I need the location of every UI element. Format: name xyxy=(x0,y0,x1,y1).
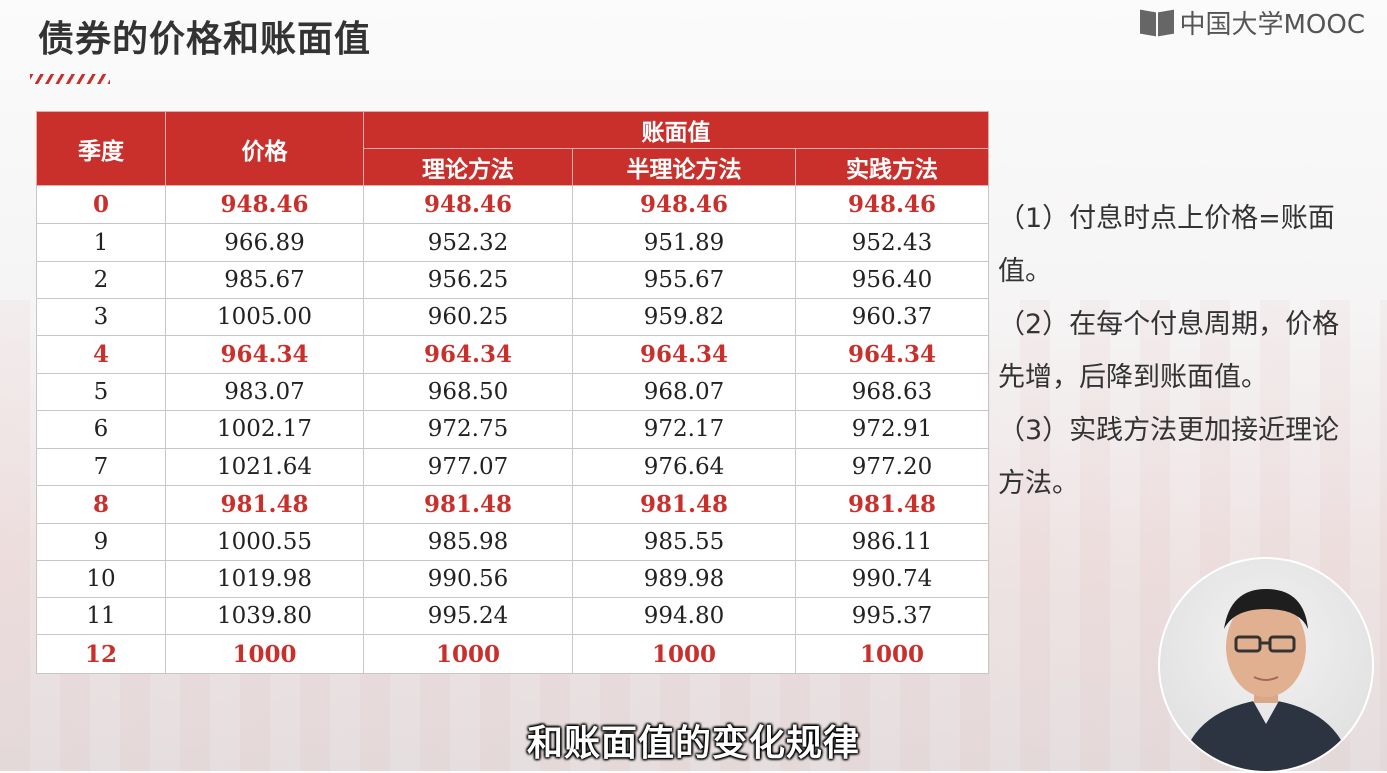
cell-q: 3 xyxy=(36,297,166,336)
cell-q: 6 xyxy=(36,410,166,449)
cell-q: 12 xyxy=(36,634,166,674)
cell-price: 966.89 xyxy=(165,223,364,262)
cell-semi: 951.89 xyxy=(572,223,796,262)
presenter-video xyxy=(1158,557,1374,773)
note-1: （1）付息时点上价格=账面值。 xyxy=(998,203,1335,287)
cell-semi: 985.55 xyxy=(572,523,796,562)
table-row: 7 1021.64 977.07 976.64 977.20 xyxy=(36,447,989,486)
cell-price: 985.67 xyxy=(165,260,364,299)
cell-theory: 985.98 xyxy=(363,523,573,562)
table-row: 11 1039.80 995.24 994.80 995.37 xyxy=(36,597,989,636)
header-theory: 理论方法 xyxy=(363,148,573,186)
cell-practice: 960.37 xyxy=(795,297,989,336)
cell-practice: 995.37 xyxy=(795,597,989,636)
note-3: （3）实践方法更加接近理论方法。 xyxy=(998,415,1340,499)
cell-price: 1019.98 xyxy=(165,560,364,599)
cell-semi: 994.80 xyxy=(572,597,796,636)
table-row: 0 948.46 948.46 948.46 948.46 xyxy=(36,184,989,225)
header-semi-theory: 半理论方法 xyxy=(572,148,796,186)
cell-price: 1005.00 xyxy=(165,297,364,336)
title-decoration xyxy=(30,74,110,84)
cell-price: 1000 xyxy=(165,634,364,674)
cell-semi: 981.48 xyxy=(572,484,796,525)
cell-practice: 986.11 xyxy=(795,523,989,562)
cell-semi: 955.67 xyxy=(572,260,796,299)
header-quarter: 季度 xyxy=(36,111,166,186)
cell-theory: 1000 xyxy=(363,634,573,674)
cell-semi: 1000 xyxy=(572,634,796,674)
video-subtitle: 和账面值的变化规律 xyxy=(526,723,860,764)
cell-semi: 948.46 xyxy=(572,184,796,225)
table-row: 2 985.67 956.25 955.67 956.40 xyxy=(36,260,989,299)
cell-q: 0 xyxy=(36,184,166,225)
table-row: 10 1019.98 990.56 989.98 990.74 xyxy=(36,560,989,599)
cell-q: 8 xyxy=(36,484,166,525)
table-row: 6 1002.17 972.75 972.17 972.91 xyxy=(36,410,989,449)
cell-q: 10 xyxy=(36,560,166,599)
cell-semi: 968.07 xyxy=(572,373,796,412)
note-2: （2）在每个付息周期，价格先增，后降到账面值。 xyxy=(998,309,1340,393)
logo-text: 中国大学MOOC xyxy=(1179,10,1365,40)
cell-q: 5 xyxy=(36,373,166,412)
cell-theory: 977.07 xyxy=(363,447,573,486)
cell-practice: 956.40 xyxy=(795,260,989,299)
table-row: 12 1000 1000 1000 1000 xyxy=(36,634,989,674)
cell-practice: 977.20 xyxy=(795,447,989,486)
cell-price: 1039.80 xyxy=(165,597,364,636)
table-row: 1 966.89 952.32 951.89 952.43 xyxy=(36,223,989,262)
cell-q: 1 xyxy=(36,223,166,262)
cell-q: 2 xyxy=(36,260,166,299)
cell-price: 1021.64 xyxy=(165,447,364,486)
table-row: 5 983.07 968.50 968.07 968.63 xyxy=(36,373,989,412)
cell-practice: 968.63 xyxy=(795,373,989,412)
table-body: 0 948.46 948.46 948.46 948.46 1 966.89 952.32 95… xyxy=(36,184,989,674)
header-book-value: 账面值 xyxy=(363,111,989,149)
cell-practice: 948.46 xyxy=(795,184,989,225)
table-row: 9 1000.55 985.98 985.55 986.11 xyxy=(36,523,989,562)
table-row: 3 1005.00 960.25 959.82 960.37 xyxy=(36,297,989,336)
cell-theory: 964.34 xyxy=(363,334,573,375)
cell-price: 1002.17 xyxy=(165,410,364,449)
cell-practice: 964.34 xyxy=(795,334,989,375)
cell-price: 964.34 xyxy=(165,334,364,375)
book-icon xyxy=(1139,9,1175,37)
cell-theory: 995.24 xyxy=(363,597,573,636)
cell-q: 11 xyxy=(36,597,166,636)
header-practice: 实践方法 xyxy=(795,148,989,186)
page-title: 债券的价格和账面值 xyxy=(38,19,372,60)
cell-theory: 960.25 xyxy=(363,297,573,336)
cell-practice: 990.74 xyxy=(795,560,989,599)
cell-semi: 989.98 xyxy=(572,560,796,599)
cell-practice: 1000 xyxy=(795,634,989,674)
cell-price: 1000.55 xyxy=(165,523,364,562)
cell-q: 7 xyxy=(36,447,166,486)
cell-practice: 972.91 xyxy=(795,410,989,449)
bond-value-table: 季度 价格 账面值 理论方法 半理论方法 实践方法 0 948.46 948.46 9… xyxy=(36,111,989,674)
cell-practice: 952.43 xyxy=(795,223,989,262)
cell-theory: 952.32 xyxy=(363,223,573,262)
cell-semi: 959.82 xyxy=(572,297,796,336)
cell-semi: 964.34 xyxy=(572,334,796,375)
presenter-avatar-icon xyxy=(1180,589,1352,771)
cell-q: 4 xyxy=(36,334,166,375)
cell-semi: 972.17 xyxy=(572,410,796,449)
cell-price: 981.48 xyxy=(165,484,364,525)
cell-theory: 968.50 xyxy=(363,373,573,412)
cell-theory: 981.48 xyxy=(363,484,573,525)
table-row: 8 981.48 981.48 981.48 981.48 xyxy=(36,484,989,525)
cell-theory: 972.75 xyxy=(363,410,573,449)
cell-theory: 948.46 xyxy=(363,184,573,225)
notes-panel: （1）付息时点上价格=账面值。 （2）在每个付息周期，价格先增，后降到账面值。 … xyxy=(998,192,1358,510)
cell-price: 948.46 xyxy=(165,184,364,225)
mooc-logo: 中国大学MOOC xyxy=(1139,4,1365,41)
cell-semi: 976.64 xyxy=(572,447,796,486)
cell-q: 9 xyxy=(36,523,166,562)
header-price: 价格 xyxy=(165,111,364,186)
cell-price: 983.07 xyxy=(165,373,364,412)
cell-practice: 981.48 xyxy=(795,484,989,525)
cell-theory: 990.56 xyxy=(363,560,573,599)
cell-theory: 956.25 xyxy=(363,260,573,299)
table-row: 4 964.34 964.34 964.34 964.34 xyxy=(36,334,989,375)
